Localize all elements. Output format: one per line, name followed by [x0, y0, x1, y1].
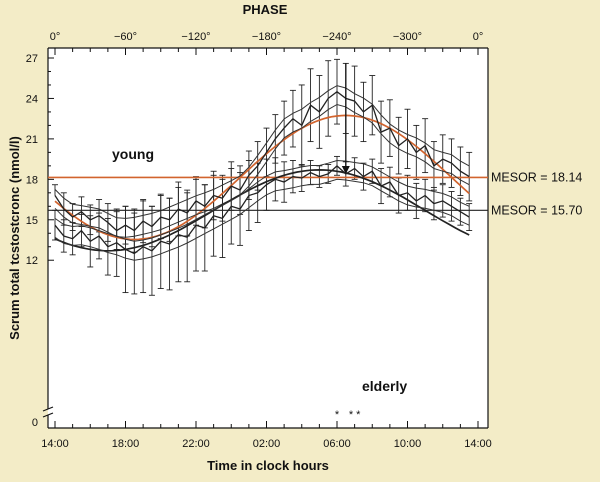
- y-tick-label: 24: [26, 93, 38, 105]
- x-tick-label: 18:00: [112, 438, 140, 450]
- acrophase-arrow-head: [341, 165, 350, 174]
- mesor-label-young: MESOR = 18.14: [491, 170, 582, 184]
- tick-marks: [42, 47, 489, 429]
- envelope-lower-elderly: [54, 178, 470, 261]
- series-label-young: young: [112, 146, 154, 162]
- significance-mark: *: [335, 409, 340, 421]
- envelope-upper-elderly: [54, 159, 470, 242]
- top-tick-label: −180°: [252, 31, 281, 43]
- x-tick-label: 14:00: [41, 438, 69, 450]
- y-tick-label: 12: [26, 255, 38, 267]
- top-tick-label: −120°: [181, 31, 210, 43]
- x-axis-title: Time in clock hours: [207, 458, 329, 473]
- envelope-lower-young: [54, 103, 470, 238]
- y-tick-label: 18: [26, 174, 38, 186]
- y-axis-break-mark: [42, 406, 54, 418]
- mesor-label-elderly: MESOR = 15.70: [491, 203, 582, 217]
- y-tick-label: 21: [26, 134, 38, 146]
- chart-labels: 0° −60° −120° −180° −240° −300° 0° 14:00 18:00 22…: [26, 31, 583, 450]
- plot-area: [48, 48, 488, 428]
- y-tick-label: 27: [26, 53, 38, 65]
- x-tick-label: 02:00: [253, 438, 281, 450]
- y-tick-label: 15: [26, 215, 38, 227]
- top-tick-label: −60°: [114, 31, 137, 43]
- x-tick-label: 06:00: [323, 438, 351, 450]
- envelope-upper-young: [54, 85, 470, 219]
- mean-line-elderly: [54, 165, 470, 255]
- top-tick-label: 0°: [473, 31, 484, 43]
- top-tick-label: 0°: [50, 31, 61, 43]
- x-tick-label: 14:00: [464, 438, 492, 450]
- x-tick-label: 10:00: [394, 438, 422, 450]
- mean-line-young: [54, 90, 470, 232]
- top-tick-label: −240°: [322, 31, 351, 43]
- series-label-elderly: elderly: [362, 378, 407, 394]
- top-axis-title: PHASE: [243, 2, 288, 17]
- significance-mark: * *: [349, 409, 361, 421]
- y-axis-title: Scrum total tcstostcronc (nmol/l): [7, 136, 22, 340]
- top-tick-label: −300°: [393, 31, 422, 43]
- series-lines: [48, 63, 488, 261]
- y-tick-label: 0: [32, 417, 38, 429]
- x-tick-label: 22:00: [182, 438, 210, 450]
